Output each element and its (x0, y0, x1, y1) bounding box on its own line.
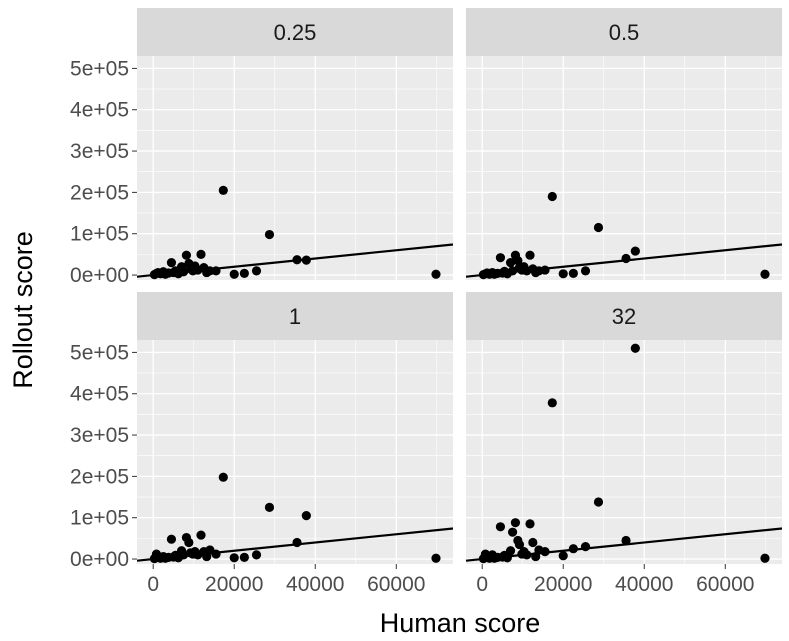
data-point (229, 553, 239, 563)
data-point (264, 229, 275, 240)
axes-layer: 0e+00 1e+05 2e+05 3e+05 4e+05 5e+05 0e+00 1e+05… (70, 57, 754, 596)
facet-label: 1 (289, 304, 301, 329)
x-tick-label: 20000 (205, 573, 263, 596)
y-tick-label: 5e+05 (70, 57, 129, 80)
data-point (218, 185, 228, 195)
data-point (251, 266, 262, 276)
y-tick-label: 4e+05 (70, 383, 129, 406)
facet-strip (137, 8, 453, 56)
data-point (292, 255, 302, 265)
data-point (528, 537, 538, 548)
facet-label: 0.25 (274, 20, 317, 45)
data-point (211, 549, 221, 559)
data-point (229, 269, 239, 279)
panel-background (137, 340, 453, 564)
data-point (760, 269, 770, 279)
data-point (580, 266, 591, 276)
data-point (513, 255, 523, 266)
data-point (431, 553, 441, 563)
y-tick-label: 5e+05 (70, 341, 129, 364)
y-tick-label: 3e+05 (70, 424, 129, 447)
panel-background (466, 340, 782, 564)
data-point (292, 537, 302, 548)
data-point (505, 546, 516, 556)
panel-background (137, 56, 453, 280)
data-point (181, 250, 192, 260)
y-tick-label: 2e+05 (70, 181, 129, 204)
data-point (630, 246, 640, 256)
data-point (593, 497, 604, 507)
facet-strip (466, 292, 782, 340)
x-tick-label: 40000 (615, 573, 673, 596)
data-point (495, 253, 506, 263)
data-point (547, 191, 557, 202)
data-point (558, 551, 568, 561)
y-tick-label: 1e+05 (70, 507, 129, 530)
data-point (166, 258, 177, 268)
data-point (251, 550, 262, 560)
panel-0-5: 0.5 (466, 8, 782, 280)
panel-32: 32 (466, 292, 782, 564)
data-point (431, 269, 441, 279)
data-point (621, 253, 631, 264)
data-point (540, 265, 550, 275)
data-point (239, 268, 249, 278)
data-point (264, 502, 275, 512)
data-point (593, 222, 604, 233)
data-point (568, 268, 578, 278)
data-point (184, 537, 194, 548)
x-axis-title: Human score (380, 608, 541, 638)
data-point (507, 527, 518, 537)
data-point (525, 519, 535, 529)
facet-strip (466, 8, 782, 56)
data-point (558, 269, 568, 279)
data-point (196, 530, 206, 540)
y-tick-label: 0e+00 (70, 548, 129, 571)
y-tick-label: 4e+05 (70, 99, 129, 122)
data-point (510, 518, 521, 528)
data-point (178, 267, 189, 277)
facet-label: 32 (612, 304, 636, 329)
x-tick-label: 40000 (286, 573, 344, 596)
data-point (760, 553, 770, 563)
y-tick-label: 3e+05 (70, 140, 129, 163)
data-point (196, 249, 206, 259)
data-point (621, 535, 631, 546)
data-point (505, 258, 516, 268)
data-point (211, 266, 221, 276)
data-point (568, 544, 578, 554)
x-tick-label: 0 (147, 573, 159, 596)
x-tick-label: 60000 (696, 573, 754, 596)
y-tick-label: 2e+05 (70, 465, 129, 488)
panel-1: 1 (137, 292, 453, 564)
data-point (507, 266, 518, 276)
panel-0-25: 0.25 (137, 8, 453, 280)
data-point (301, 511, 311, 521)
x-tick-label: 20000 (534, 573, 592, 596)
data-point (495, 522, 506, 532)
panel-background (466, 56, 782, 280)
x-tick-label: 60000 (367, 573, 425, 596)
data-point (630, 343, 640, 353)
x-tick-label: 0 (476, 573, 488, 596)
facet-label: 0.5 (609, 20, 640, 45)
y-tick-label: 1e+05 (70, 223, 129, 246)
data-point (540, 547, 550, 557)
y-axis-title: Rollout score (8, 231, 38, 389)
data-point (547, 398, 557, 408)
panels-layer: 0.25 0.5 1 32 (137, 8, 782, 564)
data-point (502, 553, 512, 563)
data-point (166, 534, 177, 544)
data-point (525, 250, 535, 260)
y-tick-label: 0e+00 (70, 264, 129, 287)
data-point (239, 552, 249, 562)
data-point (301, 255, 311, 265)
data-point (514, 539, 525, 550)
data-point (580, 542, 591, 552)
data-point (218, 472, 228, 482)
facet-strip (137, 292, 453, 340)
data-point (522, 550, 532, 560)
